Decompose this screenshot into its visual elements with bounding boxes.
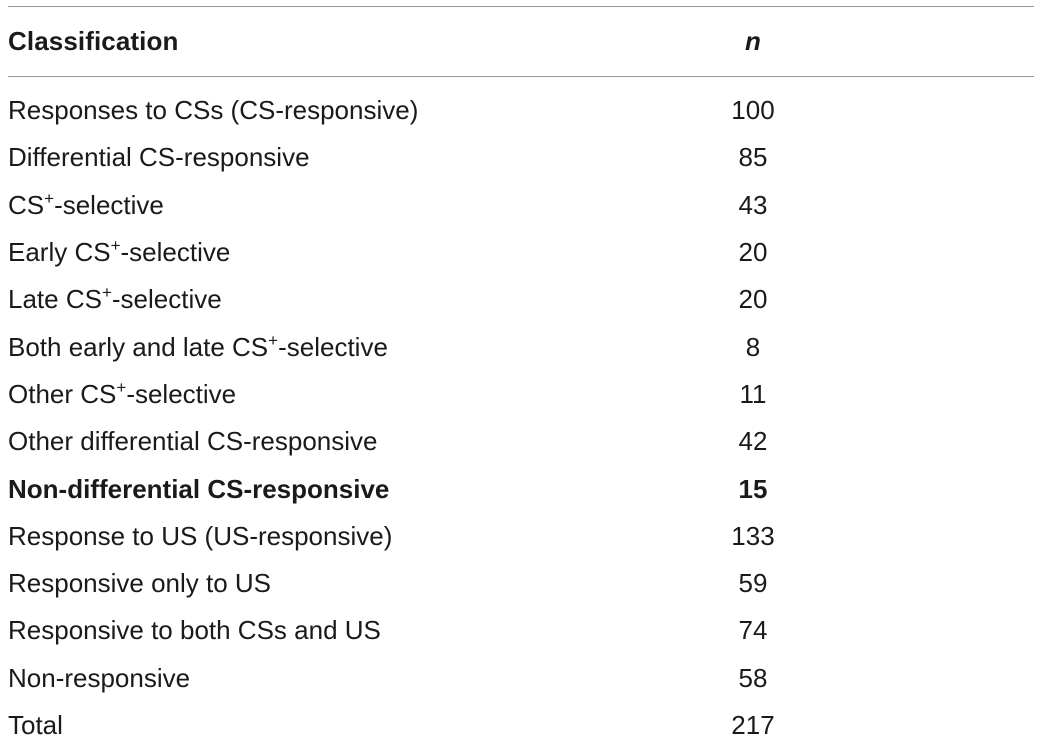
row-classification: Late CS+-selective: [8, 284, 648, 315]
row-label-text: CS: [8, 189, 45, 220]
row-label-text: Non-responsive: [8, 662, 191, 693]
row-n-value: 133: [731, 520, 775, 551]
row-label-superscript: +: [116, 377, 127, 397]
table-row: Response to US (US-responsive) 133: [8, 513, 1034, 560]
table-row: Early CS+-selective 20: [8, 229, 1034, 276]
row-label-text: Differential CS-responsive: [8, 142, 310, 173]
row-n-value: 59: [738, 568, 768, 599]
row-classification: Responsive only to US: [8, 568, 648, 599]
row-classification: Response to US (US-responsive): [8, 521, 648, 552]
table-row: Other CS+-selective 11: [8, 371, 1034, 418]
table-row: Non-responsive 58: [8, 655, 1034, 702]
row-label-text: Other differential CS-responsive: [8, 426, 378, 457]
row-n-value: 8: [745, 331, 761, 362]
table-row: Responsive only to US 59: [8, 560, 1034, 607]
row-label-superscript: +: [44, 188, 55, 208]
row-label-suffix: -selective: [111, 284, 222, 315]
row-n-value: 42: [738, 426, 768, 457]
row-label-suffix: -selective: [126, 378, 237, 409]
row-label-text: Other CS: [8, 378, 117, 409]
row-classification: Non-responsive: [8, 663, 648, 694]
row-label-suffix: -selective: [120, 237, 231, 268]
table-row: CS+-selective 43: [8, 182, 1034, 229]
table-row: Differential CS-responsive 85: [8, 134, 1034, 181]
row-label-text: Both early and late CS: [8, 331, 269, 362]
row-classification: Other CS+-selective: [8, 379, 648, 410]
row-label-text: Total: [8, 710, 63, 740]
row-label-text: Responsive only to US: [8, 568, 272, 599]
table-row: Non-differential CS-responsive 15: [8, 465, 1034, 512]
table-row: Responses to CSs (CS-responsive) 100: [8, 87, 1034, 134]
table-row: Total 217: [8, 702, 1034, 749]
row-label-superscript: +: [110, 236, 121, 256]
header-rule: [8, 76, 1034, 77]
row-classification: Responsive to both CSs and US: [8, 615, 648, 646]
row-classification: Differential CS-responsive: [8, 142, 648, 173]
header-classification: Classification: [8, 26, 179, 56]
row-label-suffix: -selective: [278, 331, 388, 362]
row-n-value: 85: [738, 142, 768, 173]
row-n-value: 11: [739, 378, 767, 409]
row-classification: Non-differential CS-responsive: [8, 474, 648, 505]
top-rule: [8, 6, 1034, 7]
row-label-text: Late CS: [8, 284, 102, 315]
table-body: Responses to CSs (CS-responsive) 100 Diffe…: [8, 77, 1034, 749]
row-n-value: 100: [731, 95, 775, 126]
classification-table: Classification n Responses to CSs (CS-re…: [8, 6, 1034, 749]
row-n-value: 43: [738, 189, 768, 220]
row-n-value: 20: [738, 284, 768, 315]
table-row: Responsive to both CSs and US 74: [8, 607, 1034, 654]
table-header-row: Classification n: [8, 7, 1034, 76]
row-classification: Early CS+-selective: [8, 237, 648, 268]
row-classification: Both early and late CS+-selective: [8, 332, 648, 363]
row-classification: Other differential CS-responsive: [8, 426, 648, 457]
row-classification: Total: [8, 710, 648, 741]
row-label-suffix: -selective: [54, 189, 164, 220]
table-row: Both early and late CS+-selective 8: [8, 323, 1034, 370]
row-n-value: 74: [738, 615, 768, 646]
row-label-superscript: +: [101, 283, 112, 303]
row-label-text: Response to US (US-responsive): [8, 520, 393, 551]
row-n-value: 58: [738, 662, 768, 693]
row-classification: Responses to CSs (CS-responsive): [8, 95, 648, 126]
row-label-superscript: +: [268, 330, 279, 350]
row-n-value: 15: [738, 473, 768, 504]
row-label-text: Early CS: [8, 237, 111, 268]
row-label-text: Responsive to both CSs and US: [8, 615, 381, 646]
row-n-value: 217: [731, 710, 775, 740]
row-label-text: Non-differential CS-responsive: [8, 473, 390, 504]
header-n: n: [745, 26, 761, 56]
table-row: Other differential CS-responsive 42: [8, 418, 1034, 465]
row-classification: CS+-selective: [8, 190, 648, 221]
table-row: Late CS+-selective 20: [8, 276, 1034, 323]
row-label-text: Responses to CSs (CS-responsive): [8, 95, 419, 126]
row-n-value: 20: [738, 237, 768, 268]
